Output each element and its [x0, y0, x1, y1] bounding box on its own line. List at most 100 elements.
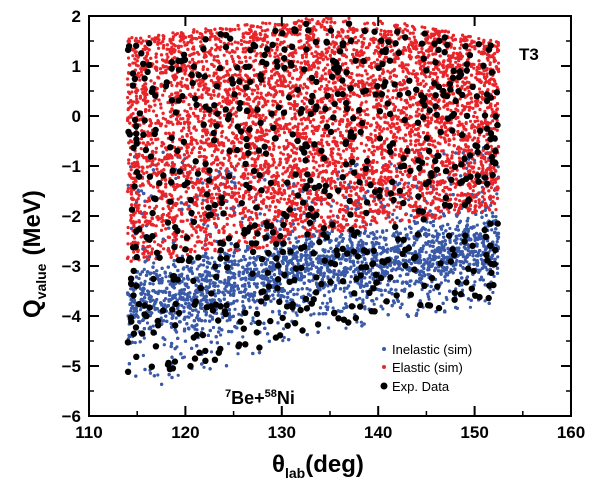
inelastic-point	[219, 333, 223, 337]
inelastic-point	[406, 181, 411, 185]
inelastic-point	[490, 228, 494, 232]
inelastic-point	[367, 234, 371, 239]
inelastic-point	[278, 282, 282, 286]
inelastic-point	[182, 355, 186, 359]
inelastic-point	[143, 279, 147, 283]
inelastic-point	[465, 275, 470, 279]
inelastic-point	[473, 280, 477, 284]
inelastic-point	[443, 278, 447, 282]
inelastic-point	[474, 250, 478, 254]
inelastic-point	[348, 280, 352, 284]
inelastic-point	[475, 223, 479, 227]
inelastic-point	[211, 325, 216, 330]
inelastic-point	[375, 230, 379, 234]
inelastic-point	[344, 326, 348, 330]
inelastic-point	[355, 320, 359, 324]
inelastic-point	[468, 305, 472, 309]
inelastic-point	[495, 240, 499, 244]
inelastic-point	[162, 299, 166, 303]
inelastic-point	[407, 251, 411, 255]
inelastic-point	[310, 244, 314, 248]
inelastic-point	[164, 275, 168, 279]
inelastic-point	[129, 165, 133, 169]
inelastic-point	[384, 243, 388, 247]
inelastic-point	[383, 288, 387, 292]
inelastic-point	[141, 353, 145, 358]
inelastic-point	[156, 373, 160, 377]
inelastic-point	[424, 241, 428, 245]
inelastic-point	[241, 335, 245, 339]
inelastic-point	[381, 307, 385, 311]
inelastic-point	[441, 301, 445, 305]
inelastic-point	[294, 311, 298, 315]
inelastic-point	[342, 289, 346, 293]
inelastic-point	[329, 204, 333, 208]
inelastic-point	[296, 262, 300, 266]
inelastic-point	[176, 373, 180, 377]
inelastic-point	[126, 183, 130, 187]
inelastic-point	[381, 245, 385, 249]
inelastic-point	[195, 267, 199, 271]
inelastic-point	[483, 299, 487, 303]
inelastic-point	[494, 243, 498, 247]
inelastic-point	[190, 313, 194, 317]
inelastic-point	[295, 313, 299, 317]
inelastic-point	[296, 258, 300, 263]
inelastic-point	[162, 343, 166, 347]
inelastic-point	[331, 306, 335, 310]
inelastic-point	[209, 350, 214, 354]
inelastic-point	[482, 243, 486, 247]
inelastic-point	[344, 295, 348, 299]
inelastic-point	[282, 327, 286, 331]
inelastic-point	[349, 167, 353, 171]
inelastic-point	[321, 301, 325, 305]
inelastic-point	[249, 322, 253, 326]
inelastic-point	[427, 228, 431, 232]
inelastic-point	[372, 302, 376, 306]
inelastic-point	[448, 240, 452, 244]
inelastic-point	[201, 263, 206, 267]
inelastic-point	[225, 319, 229, 323]
inelastic-point	[129, 309, 133, 313]
inelastic-point	[327, 249, 331, 253]
inelastic-point	[407, 237, 411, 241]
inelastic-point	[448, 226, 452, 230]
inelastic-point	[420, 249, 424, 254]
inelastic-point	[260, 281, 264, 285]
inelastic-point	[275, 219, 279, 223]
inelastic-point	[427, 297, 431, 301]
inelastic-point	[416, 308, 420, 312]
inelastic-point	[143, 292, 147, 296]
inelastic-point	[142, 336, 146, 340]
inelastic-point	[241, 300, 245, 304]
inelastic-point	[472, 262, 476, 266]
inelastic-point	[233, 307, 237, 311]
inelastic-point	[491, 290, 495, 295]
inelastic-point	[254, 198, 258, 202]
inelastic-point	[303, 269, 307, 274]
inelastic-point	[400, 268, 404, 272]
inelastic-point	[195, 295, 199, 299]
inelastic-point	[142, 267, 146, 271]
inelastic-point	[434, 229, 438, 233]
inelastic-point	[295, 292, 299, 296]
inelastic-point	[312, 312, 316, 316]
inelastic-point	[152, 261, 156, 265]
inelastic-point	[288, 289, 293, 294]
inelastic-point	[206, 224, 210, 228]
inelastic-point	[486, 239, 490, 243]
inelastic-point	[246, 245, 250, 249]
inelastic-point	[172, 293, 176, 298]
inelastic-point	[262, 283, 266, 287]
inelastic-point	[496, 255, 500, 259]
inelastic-point	[389, 162, 393, 166]
inelastic-point	[221, 316, 225, 320]
inelastic-point	[282, 335, 286, 340]
inelastic-point	[227, 342, 231, 346]
inelastic-point	[202, 365, 206, 369]
inelastic-point	[385, 228, 389, 233]
inelastic-point	[494, 215, 498, 219]
inelastic-point	[369, 222, 373, 226]
inelastic-point	[307, 244, 311, 248]
inelastic-point	[159, 316, 163, 320]
